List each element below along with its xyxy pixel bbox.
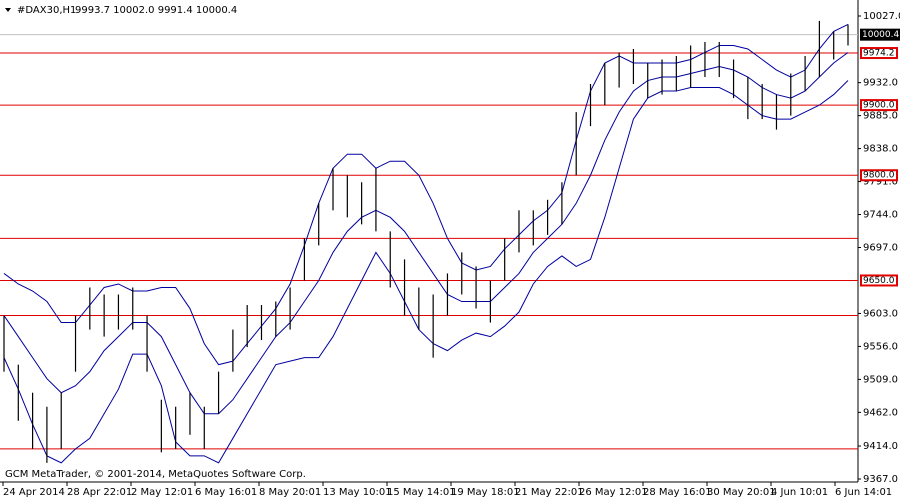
level-tag-inner (862, 49, 896, 58)
x-tick-label: 4 Jun 10:01 (771, 487, 828, 498)
y-tick-label: 9556.0 (863, 341, 898, 352)
menu-arrow[interactable] (5, 8, 11, 12)
x-tick-label: 28 May 16:01 (643, 487, 712, 498)
band-upper (3, 23, 849, 366)
symbol-title: #DAX30,H1 (17, 5, 76, 16)
price-info: 9993.7 10002.0 9991.4 10000.4 (75, 5, 237, 16)
y-tick-label: 9744.0 (863, 210, 898, 221)
x-tick-label: 19 May 18:01 (451, 487, 520, 498)
x-tick-label: 15 May 14:01 (387, 487, 456, 498)
y-tick-label: 9838.0 (863, 144, 898, 155)
y-tick-label: 10027.0 (863, 11, 900, 22)
y-tick-label: 9462.0 (863, 407, 898, 418)
x-tick-label: 26 May 12:01 (579, 487, 648, 498)
footer: GCM MetaTrader, © 2001-2014, MetaQuotes … (5, 469, 306, 480)
x-tick-label: 21 May 22:01 (515, 487, 584, 498)
level-tag-label: 9974.2 (863, 49, 895, 59)
x-tick-label: 6 May 16:01 (195, 487, 257, 498)
band-lower (3, 80, 849, 464)
level-tag-inner (862, 101, 896, 110)
last-price-label: 10000.4 (862, 30, 899, 40)
x-tick-label: 2 May 12:01 (131, 487, 193, 498)
y-tick-label: 9367.0 (863, 474, 898, 485)
level-tag-inner (862, 276, 896, 285)
x-tick-label: 24 Apr 2014 (3, 487, 65, 498)
y-tick-label: 9603.0 (863, 308, 898, 319)
level-tag-inner (862, 171, 896, 180)
y-tick-label: 9932.0 (863, 78, 898, 89)
x-tick-label: 6 Jun 14:01 (835, 487, 892, 498)
y-tick-label: 9885.0 (863, 111, 898, 122)
y-tick-label: 9697.0 (863, 243, 898, 254)
level-tag-label: 9800.0 (863, 171, 895, 181)
y-tick-label: 9414.0 (863, 441, 898, 452)
level-tag-label: 9900.0 (863, 101, 895, 111)
y-tick-label: 9509.0 (863, 374, 898, 385)
x-tick-label: 13 May 10:01 (323, 487, 392, 498)
band-middle (3, 52, 849, 415)
last-price-tag (860, 28, 900, 41)
level-tag-label: 9650.0 (863, 276, 895, 286)
x-tick-label: 28 Apr 22:01 (67, 487, 132, 498)
x-tick-label: 30 May 20:01 (707, 487, 776, 498)
y-tick-label: 9791.0 (863, 177, 898, 188)
x-tick-label: 8 May 20:01 (259, 487, 321, 498)
